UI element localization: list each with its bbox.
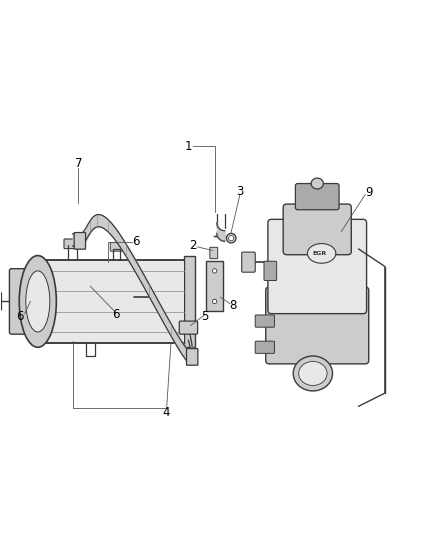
FancyBboxPatch shape — [0, 293, 2, 310]
Ellipse shape — [229, 236, 234, 241]
FancyBboxPatch shape — [266, 287, 369, 364]
Text: 9: 9 — [365, 186, 372, 199]
FancyBboxPatch shape — [283, 204, 351, 255]
FancyBboxPatch shape — [110, 243, 123, 251]
FancyBboxPatch shape — [210, 247, 218, 259]
Ellipse shape — [212, 269, 217, 273]
Ellipse shape — [293, 356, 332, 391]
FancyBboxPatch shape — [64, 239, 81, 248]
Ellipse shape — [311, 178, 323, 189]
Ellipse shape — [299, 361, 327, 385]
Text: 6: 6 — [17, 310, 24, 323]
FancyBboxPatch shape — [242, 252, 255, 272]
Text: 6: 6 — [132, 235, 140, 248]
Bar — [206, 261, 223, 311]
FancyBboxPatch shape — [179, 321, 198, 334]
Bar — [184, 256, 195, 348]
Text: 8: 8 — [230, 300, 237, 312]
Bar — [38, 260, 184, 343]
Ellipse shape — [150, 295, 154, 299]
Text: 1: 1 — [185, 140, 192, 153]
Text: EGR: EGR — [312, 251, 327, 256]
Ellipse shape — [307, 244, 336, 263]
Text: 4: 4 — [163, 406, 170, 419]
FancyBboxPatch shape — [10, 269, 31, 334]
Text: 6: 6 — [112, 308, 119, 321]
FancyBboxPatch shape — [295, 183, 339, 210]
Text: 3: 3 — [236, 185, 244, 198]
FancyBboxPatch shape — [187, 349, 198, 365]
FancyBboxPatch shape — [255, 341, 275, 353]
Ellipse shape — [212, 299, 217, 304]
Text: 2: 2 — [189, 239, 197, 253]
FancyBboxPatch shape — [74, 232, 85, 249]
Text: 7: 7 — [74, 157, 82, 171]
Ellipse shape — [26, 271, 50, 332]
FancyBboxPatch shape — [264, 261, 277, 280]
Text: 5: 5 — [201, 310, 209, 323]
Ellipse shape — [19, 256, 57, 348]
Ellipse shape — [226, 233, 236, 243]
FancyBboxPatch shape — [255, 315, 275, 327]
FancyBboxPatch shape — [268, 220, 367, 313]
